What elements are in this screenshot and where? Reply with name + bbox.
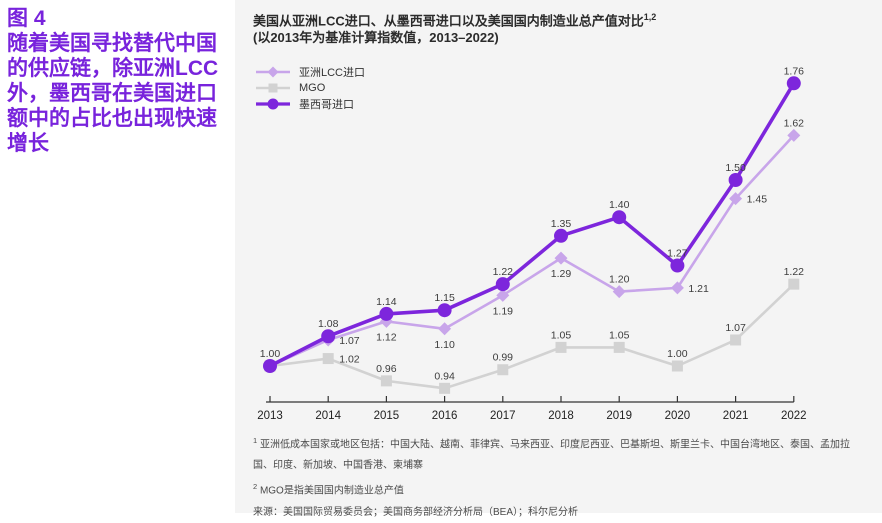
svg-text:0.99: 0.99: [493, 352, 514, 364]
chart-panel: 美国从亚洲LCC进口、从墨西哥进口以及美国国内制造业总产值对比1,2 (以201…: [235, 0, 882, 518]
legend-label-asia-lcc: 亚洲LCC进口: [299, 67, 366, 79]
svg-text:1.35: 1.35: [551, 218, 572, 230]
sidebar-headline: 随着美国寻找替代中国的供应链，除亚洲LCC外，墨西哥在美国进口额中的占比也出现快…: [7, 32, 219, 155]
chart-subtitle: (以2013年为基准计算指数值，2013–2022): [253, 30, 499, 46]
svg-text:1.50: 1.50: [725, 162, 746, 174]
sidebar: 图 4 随着美国寻找替代中国的供应链，除亚洲LCC外，墨西哥在美国进口额中的占比…: [0, 0, 235, 513]
svg-text:1.40: 1.40: [609, 199, 630, 211]
svg-text:1.05: 1.05: [551, 329, 572, 341]
svg-text:2015: 2015: [374, 410, 400, 422]
svg-text:1.21: 1.21: [688, 283, 709, 295]
svg-text:2021: 2021: [723, 410, 749, 422]
legend-marker-circle-icon: [256, 98, 290, 110]
svg-text:1.00: 1.00: [260, 348, 281, 360]
svg-text:1.29: 1.29: [551, 268, 572, 280]
legend-item-asia-lcc: 亚洲LCC进口: [255, 64, 365, 80]
svg-text:2016: 2016: [432, 410, 458, 422]
svg-text:1.08: 1.08: [318, 318, 339, 330]
svg-text:2022: 2022: [781, 410, 807, 422]
svg-text:2013: 2013: [257, 410, 283, 422]
svg-text:1.02: 1.02: [339, 354, 360, 366]
chart-title-text: 美国从亚洲LCC进口、从墨西哥进口以及美国国内制造业总产值对比: [253, 13, 644, 29]
footnote-1: 1 亚洲低成本国家或地区包括：中国大陆、越南、菲律宾、马来西亚、印度尼西亚、巴基…: [253, 430, 868, 476]
legend-label-mgo: MGO: [299, 82, 326, 94]
chart-title: 美国从亚洲LCC进口、从墨西哥进口以及美国国内制造业总产值对比1,2: [253, 9, 874, 29]
footnote-2-text: MGO是指美国国内制造业总产值: [259, 485, 404, 497]
legend-item-mexico: 墨西哥进口: [255, 96, 365, 112]
legend-label-mexico: 墨西哥进口: [299, 99, 354, 111]
svg-text:2014: 2014: [315, 410, 341, 422]
svg-text:2018: 2018: [548, 410, 574, 422]
svg-text:1.22: 1.22: [784, 266, 805, 278]
svg-text:1.62: 1.62: [784, 117, 805, 129]
footnote-1-sup: 1: [253, 436, 258, 445]
legend: 亚洲LCC进口 MGO 墨西哥进口: [255, 64, 365, 112]
svg-text:1.05: 1.05: [609, 329, 630, 341]
svg-text:1.12: 1.12: [376, 331, 397, 343]
svg-text:1.19: 1.19: [493, 305, 514, 317]
svg-text:1.20: 1.20: [609, 274, 630, 286]
svg-text:1.07: 1.07: [725, 322, 746, 334]
footnote-2: 2 MGO是指美国国内制造业总产值: [253, 476, 868, 501]
svg-text:2020: 2020: [665, 410, 691, 422]
svg-text:2019: 2019: [606, 410, 632, 422]
figure-label: 图 4: [7, 7, 46, 30]
svg-text:1.22: 1.22: [493, 266, 514, 278]
source-line: 来源：美国国际贸易委员会；美国商务部经济分析局（BEA）；科尔尼分析: [253, 506, 579, 518]
legend-item-mgo: MGO: [255, 80, 365, 96]
svg-text:1.10: 1.10: [434, 339, 455, 351]
footnotes: 1 亚洲低成本国家或地区包括：中国大陆、越南、菲律宾、马来西亚、印度尼西亚、巴基…: [253, 430, 868, 523]
svg-text:1.15: 1.15: [434, 292, 455, 304]
svg-text:0.94: 0.94: [434, 370, 455, 382]
title-footnote-ref: 1,2: [643, 12, 657, 22]
footnote-2-sup: 2: [253, 482, 258, 492]
svg-text:2017: 2017: [490, 410, 516, 422]
line-chart: 2013 2014 2015 2016 2017 2018 2019 2020 2021 2022…: [257, 65, 807, 422]
svg-text:1.07: 1.07: [339, 335, 360, 347]
svg-text:1.27: 1.27: [667, 248, 688, 260]
svg-text:1.14: 1.14: [376, 296, 397, 308]
svg-text:0.96: 0.96: [376, 363, 397, 375]
svg-text:1.00: 1.00: [667, 348, 688, 360]
svg-text:1.76: 1.76: [784, 65, 805, 77]
legend-marker-diamond-icon: [256, 66, 290, 78]
legend-marker-square-icon: [256, 83, 290, 93]
footnote-1-text: 亚洲低成本国家或地区包括：中国大陆、越南、菲律宾、马来西亚、印度尼西亚、巴基斯坦…: [253, 439, 850, 472]
svg-text:1.45: 1.45: [747, 194, 768, 206]
chart-header: 美国从亚洲LCC进口、从墨西哥进口以及美国国内制造业总产值对比1,2 (以201…: [253, 9, 874, 46]
